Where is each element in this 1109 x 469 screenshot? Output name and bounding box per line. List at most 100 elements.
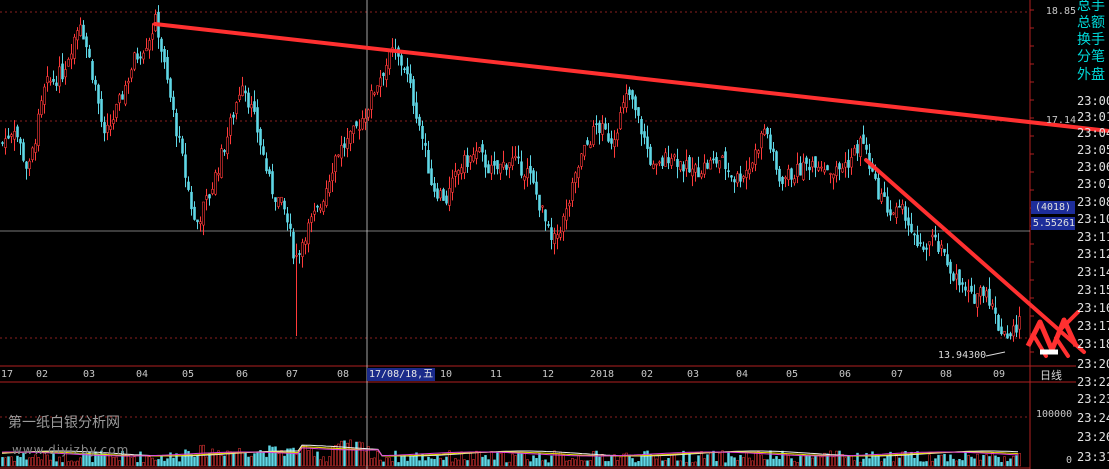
candle-body [874, 173, 877, 179]
candle-up [793, 174, 796, 186]
candle-body [346, 138, 349, 149]
volume-bar-down [172, 457, 175, 467]
candle-body [457, 170, 460, 175]
info-label: 总额 [1077, 15, 1105, 31]
candle-body [877, 177, 880, 200]
time-label: 02 [641, 369, 654, 380]
candle-body [124, 85, 127, 105]
candle-body [667, 157, 670, 164]
volume-bar-up [361, 442, 364, 467]
candle-body [112, 119, 115, 124]
volume-bar-down [826, 453, 829, 467]
volume-bar-up [931, 460, 934, 467]
volume-bar-up [679, 460, 682, 467]
volume-bar-down [871, 451, 874, 467]
volume-bar-up [148, 456, 151, 467]
candle-body [358, 129, 361, 131]
candle-down [643, 123, 646, 145]
candle-up [577, 165, 580, 188]
volume-bar-up [226, 450, 229, 467]
candle-down [265, 152, 268, 174]
candle-up [10, 132, 13, 144]
candle-up [304, 237, 307, 255]
candle-down [169, 77, 172, 103]
candle-body [601, 123, 604, 135]
candle-body [943, 248, 946, 253]
volume-bar-up [619, 456, 622, 467]
candle-down [160, 37, 163, 63]
candle-down [982, 285, 985, 303]
candle-down [406, 57, 409, 83]
volume-bar-down [286, 448, 289, 467]
candle-body [166, 56, 169, 80]
candle-body [436, 188, 439, 199]
volume-bar-up [334, 445, 337, 467]
candle-body [940, 244, 943, 249]
volume-bar-down [868, 458, 871, 467]
candle-body [901, 204, 904, 210]
candle-up [13, 120, 16, 151]
candle-body [646, 136, 649, 149]
volume-bar-down [1000, 462, 1003, 467]
candle-up [784, 175, 787, 188]
volume-bar-down [646, 450, 649, 467]
candle-body [460, 167, 463, 174]
cursor-price-badge: 5.55261 [1031, 217, 1075, 230]
candle-body [736, 173, 739, 184]
volume-bar-up [985, 454, 988, 467]
candle-down [1009, 331, 1012, 340]
candle-up [346, 128, 349, 158]
tick-time: 23:05 [1077, 143, 1109, 157]
volume-bar-up [31, 457, 34, 467]
candle-down [628, 86, 631, 101]
candle-body [571, 182, 574, 201]
volume-bar-down [532, 455, 535, 467]
volume-bar-up [583, 460, 586, 467]
volume-bar-up [928, 454, 931, 467]
candle-body [922, 246, 925, 250]
candle-down [16, 124, 19, 142]
time-label: 09 [993, 369, 1006, 380]
volume-bar-down [178, 461, 181, 467]
volume-bar-down [958, 459, 961, 467]
candle-up [991, 299, 994, 310]
candle-body [184, 154, 187, 178]
timeframe-label[interactable]: 日线 [1040, 369, 1062, 382]
candle-body [490, 164, 493, 174]
volume-bar-up [388, 457, 391, 467]
candle-body [19, 138, 22, 144]
tick-time: 23:01 [1077, 110, 1109, 124]
volume-bar-up [580, 460, 583, 467]
candle-down [517, 145, 520, 165]
volume-bar-down [727, 451, 730, 467]
candle-body [334, 155, 337, 173]
candle-up [757, 149, 760, 159]
candle-body [895, 206, 898, 218]
volume-bar-up [358, 441, 361, 467]
volume-bar-up [787, 455, 790, 467]
volume-bar-up [844, 457, 847, 467]
candle-body [127, 80, 130, 84]
candle-body [190, 191, 193, 210]
candle-down [163, 46, 166, 69]
volume-bar-down [781, 450, 784, 467]
candle-up [691, 157, 694, 187]
candle-body [313, 210, 316, 215]
volume-bar-up [115, 456, 118, 467]
volume-bar-up [40, 459, 43, 467]
candle-body [733, 179, 736, 183]
volume-bar-up [76, 460, 79, 467]
candle-up [313, 202, 316, 222]
candle-down [55, 75, 58, 91]
volume-bar-down [628, 454, 631, 467]
volume-bar-up [376, 451, 379, 467]
candle-body [310, 216, 313, 223]
candle-down [94, 75, 97, 91]
candle-body [118, 94, 121, 104]
candle-body [340, 145, 343, 159]
candle-up [322, 199, 325, 215]
volume-bar-down [256, 451, 259, 467]
candle-body [772, 148, 775, 152]
candle-up [364, 108, 367, 131]
